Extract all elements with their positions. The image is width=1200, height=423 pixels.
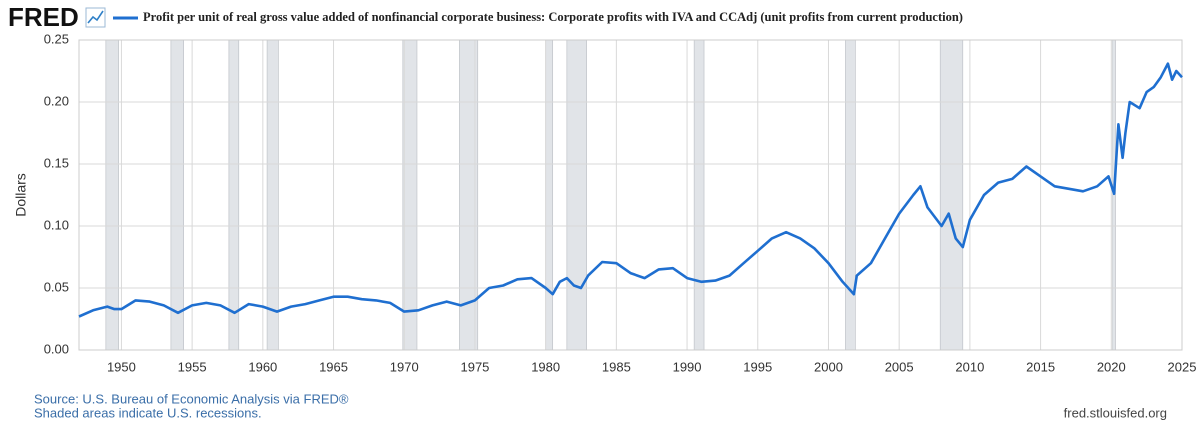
plot-border: [78, 39, 1183, 351]
x-tick-label: 2000: [814, 359, 843, 374]
recession-band: [402, 39, 418, 351]
x-tick-label: 1955: [178, 359, 207, 374]
x-tick-label: 1980: [531, 359, 560, 374]
x-tick-label: 1965: [319, 359, 348, 374]
legend-label: Profit per unit of real gross value adde…: [143, 10, 963, 24]
x-tick-label: 1950: [107, 359, 136, 374]
x-tick-label: 1985: [602, 359, 631, 374]
recession-band: [228, 39, 240, 351]
x-tick-label: 2005: [885, 359, 914, 374]
recession-band: [266, 39, 279, 351]
logo-icon: [85, 7, 106, 28]
recession-band: [545, 39, 554, 351]
recession-band: [105, 39, 119, 351]
site-url: fred.stlouisfed.org: [1064, 405, 1167, 420]
y-tick-label: 0.05: [44, 279, 69, 294]
x-tick-label: 2015: [1026, 359, 1055, 374]
x-tick-label: 2025: [1168, 359, 1197, 374]
x-tick-label: 1960: [248, 359, 277, 374]
series-line: [78, 62, 1183, 318]
y-axis-label: Dollars: [13, 173, 29, 217]
y-tick-label: 0.20: [44, 93, 69, 108]
plot-area: [79, 40, 1182, 350]
y-tick-label: 0.25: [44, 31, 69, 46]
recession-band: [693, 39, 705, 351]
recession-band: [566, 39, 587, 351]
x-tick-label: 2020: [1097, 359, 1126, 374]
recession-band: [939, 39, 964, 351]
y-tick-label: 0.00: [44, 341, 69, 356]
x-tick-label: 1975: [460, 359, 489, 374]
recession-band: [845, 39, 856, 351]
y-tick-label: 0.15: [44, 155, 69, 170]
source: Source: U.S. Bureau of Economic Analysis…: [34, 391, 349, 406]
brand-logo: FRED: [8, 2, 79, 32]
recession-band: [170, 39, 184, 351]
x-tick-label: 2010: [955, 359, 984, 374]
x-tick-label: 1995: [743, 359, 772, 374]
y-tick-label: 0.10: [44, 217, 69, 232]
x-tick-label: 1990: [673, 359, 702, 374]
recession-note: Shaded areas indicate U.S. recessions.: [34, 405, 262, 420]
x-tick-label: 1970: [390, 359, 419, 374]
